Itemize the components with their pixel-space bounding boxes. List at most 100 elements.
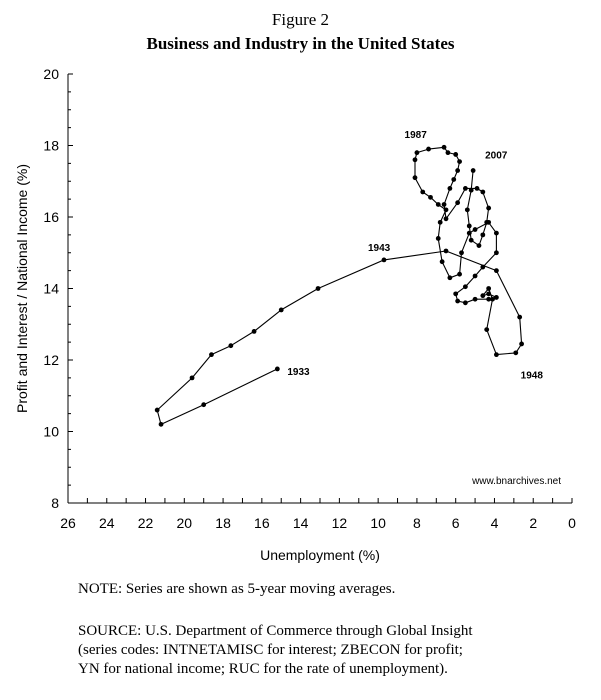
data-point <box>201 402 207 408</box>
data-point <box>494 268 499 274</box>
data-point <box>381 257 387 263</box>
data-point <box>480 189 486 195</box>
data-point <box>480 232 486 238</box>
data-point <box>472 227 478 232</box>
x-tick-label: 6 <box>452 515 460 531</box>
data-point <box>158 421 164 427</box>
figure-label: Figure 2 <box>271 10 330 29</box>
data-point <box>455 168 461 173</box>
data-point <box>476 243 482 249</box>
data-point <box>484 327 490 333</box>
x-tick-label: 10 <box>370 515 386 531</box>
x-tick-label: 0 <box>568 515 576 531</box>
data-point <box>420 189 426 195</box>
data-point <box>228 343 234 349</box>
source-line: SOURCE: U.S. Department of Commerce thro… <box>78 623 473 639</box>
source-line: (series codes: INTNETAMISC for interest;… <box>78 642 463 658</box>
x-axis-label: Unemployment (%) <box>260 547 380 563</box>
data-point <box>447 186 453 191</box>
data-point <box>274 366 280 372</box>
data-point <box>437 219 443 225</box>
note-text: NOTE: Series are shown as 5-year moving … <box>78 581 396 597</box>
data-point <box>428 194 433 200</box>
year-label: 1987 <box>405 130 428 141</box>
y-tick-label: 10 <box>43 424 59 440</box>
x-tick-label: 8 <box>413 515 421 531</box>
data-point <box>447 275 453 281</box>
data-point <box>435 236 441 241</box>
data-point <box>472 296 478 302</box>
data-point <box>209 352 214 358</box>
data-point <box>251 329 257 334</box>
chart-title: Business and Industry in the United Stat… <box>146 34 455 53</box>
x-tick-label: 24 <box>99 515 115 531</box>
data-point <box>453 152 459 157</box>
data-point <box>462 300 468 306</box>
year-label: 1943 <box>368 243 391 254</box>
y-tick-label: 20 <box>43 66 59 82</box>
data-point <box>412 175 418 181</box>
data-point <box>457 159 462 164</box>
data-point <box>443 207 449 213</box>
data-series <box>154 144 524 427</box>
data-point <box>494 352 499 358</box>
data-point <box>443 248 449 254</box>
data-point <box>459 250 464 256</box>
x-tick-label: 18 <box>215 515 231 531</box>
data-point <box>315 286 321 291</box>
data-point <box>462 186 468 191</box>
x-tick-label: 22 <box>138 515 154 531</box>
data-point <box>426 146 431 152</box>
data-point <box>468 237 474 243</box>
series-line <box>156 146 523 425</box>
data-point <box>494 250 499 256</box>
x-tick-label: 20 <box>177 515 193 531</box>
data-point <box>480 293 486 299</box>
data-point <box>445 150 451 156</box>
data-point <box>435 202 441 207</box>
data-point <box>519 341 524 347</box>
data-point <box>494 295 499 300</box>
data-point <box>457 271 462 277</box>
x-tick-label: 4 <box>491 515 499 531</box>
data-point <box>490 296 495 302</box>
data-point <box>455 200 461 206</box>
year-label: 2007 <box>485 151 508 162</box>
data-point <box>513 350 519 356</box>
data-point <box>443 216 449 222</box>
data-point <box>517 314 523 320</box>
y-axis-ticks: 8 10 12 14 16 18 20 <box>43 66 73 511</box>
data-point <box>189 375 195 381</box>
data-point <box>486 286 492 291</box>
data-point <box>414 150 420 156</box>
data-point <box>412 157 418 163</box>
y-tick-label: 18 <box>43 138 59 154</box>
year-label: 1948 <box>521 371 544 382</box>
data-point <box>486 296 492 302</box>
data-point <box>468 187 474 193</box>
data-point <box>462 284 468 290</box>
data-point <box>480 264 486 270</box>
data-point <box>154 407 160 413</box>
data-point <box>441 202 447 207</box>
data-point <box>470 168 476 173</box>
data-point <box>466 223 472 229</box>
y-axis-label: Profit and Interest / National Income (%… <box>14 164 30 413</box>
x-tick-label: 12 <box>332 515 348 531</box>
data-point <box>486 291 492 297</box>
x-axis-ticks: 26 24 22 20 18 16 14 12 10 8 6 4 2 0 <box>60 498 576 531</box>
year-label: 1933 <box>287 367 310 378</box>
x-tick-label: 2 <box>529 515 537 531</box>
y-tick-label: 16 <box>43 209 59 225</box>
x-tick-label: 26 <box>60 515 76 531</box>
data-point <box>466 230 472 236</box>
data-point <box>472 273 478 279</box>
source-credit: www.bnarchives.net <box>471 476 561 487</box>
data-point <box>453 291 459 297</box>
y-tick-label: 12 <box>43 352 59 368</box>
data-point <box>439 259 445 265</box>
year-labels: 1933 1943 1948 1987 2007 <box>287 130 543 382</box>
data-point <box>464 207 470 213</box>
y-tick-label: 14 <box>43 281 59 297</box>
